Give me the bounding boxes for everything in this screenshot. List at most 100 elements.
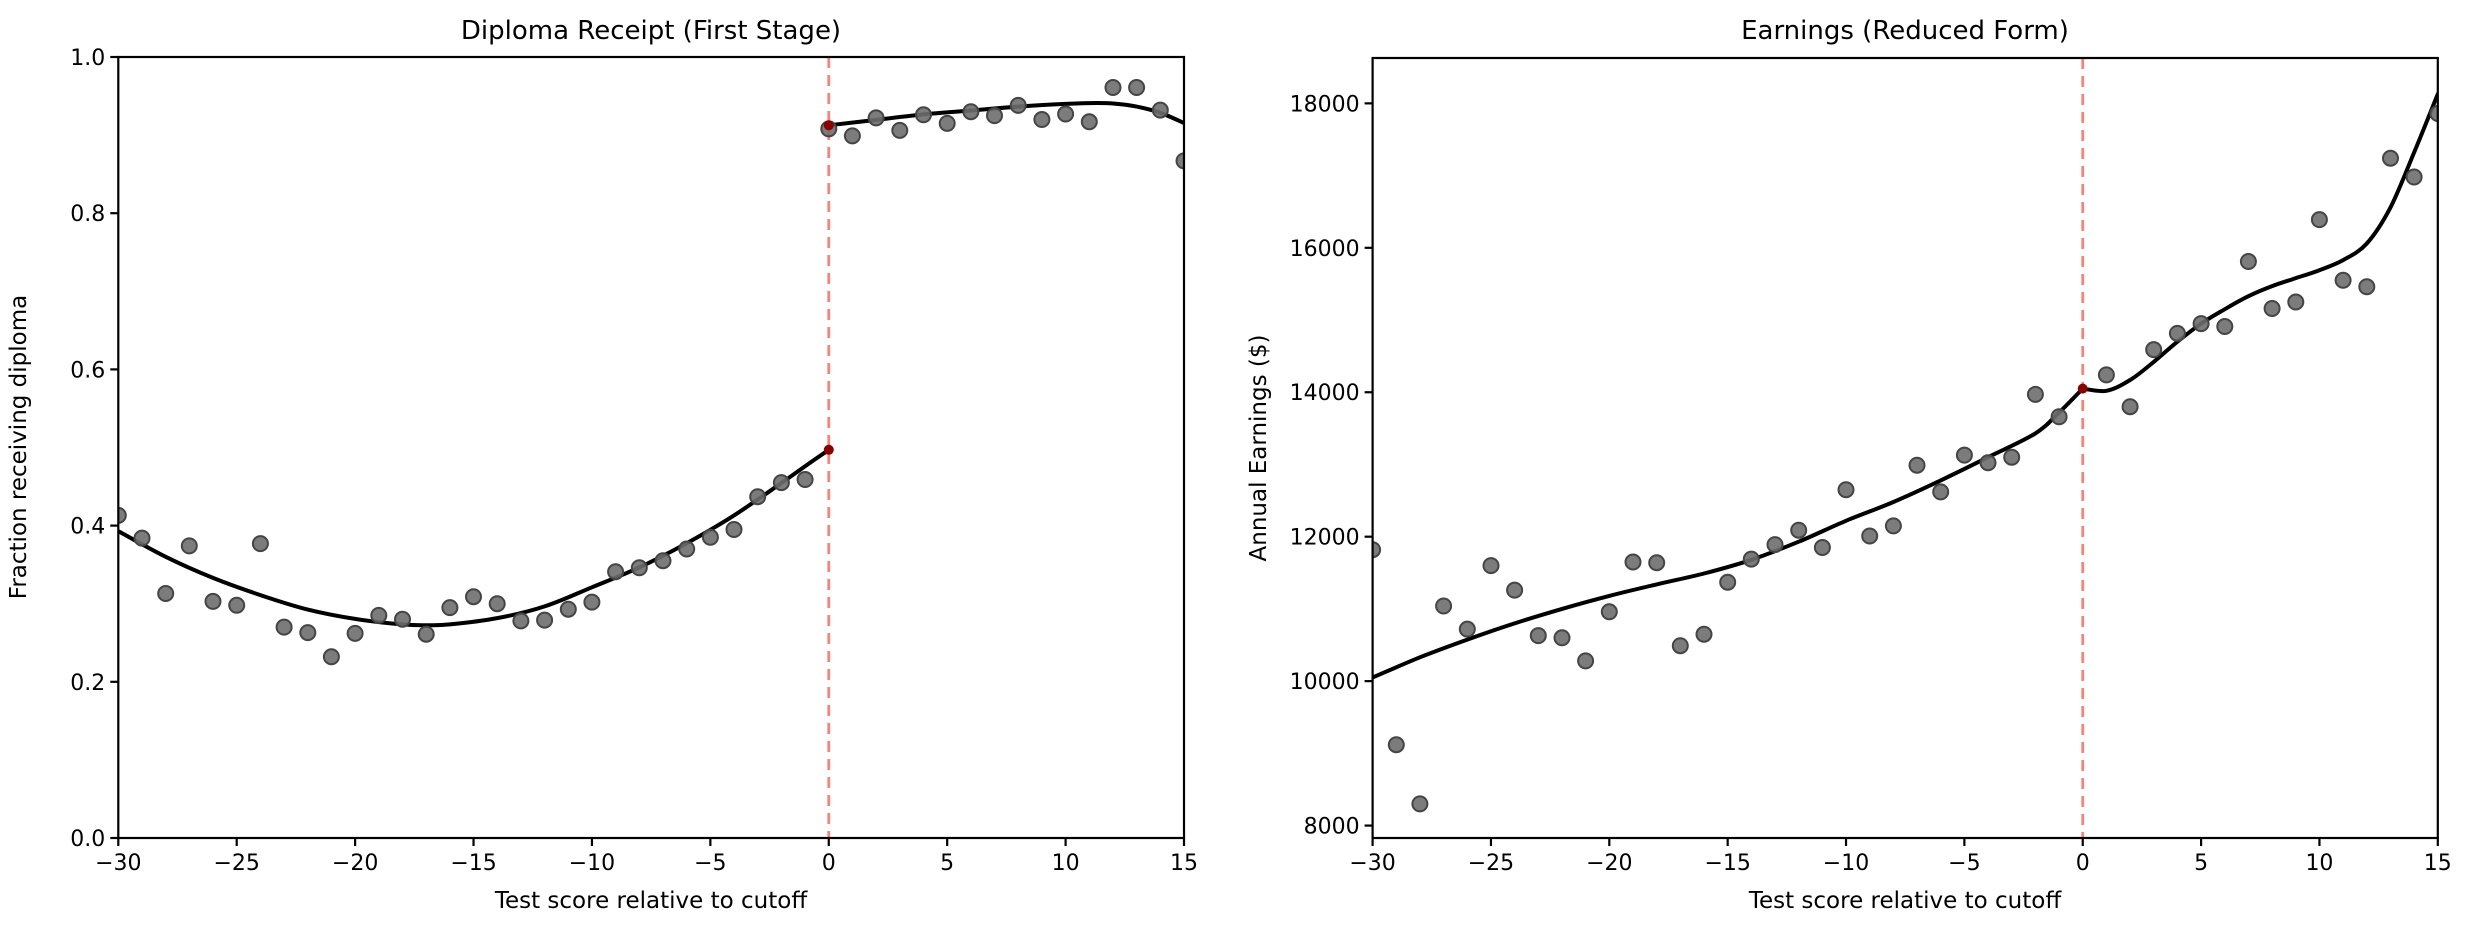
scatter-point xyxy=(2145,341,2163,359)
scatter-point xyxy=(1033,111,1051,128)
reduced-form-xlabel: Test score relative to cutoff xyxy=(1748,888,2062,914)
scatter-point xyxy=(1080,113,1098,131)
scatter-point xyxy=(299,624,317,642)
scatter-point xyxy=(322,648,340,666)
scatter-point xyxy=(1979,454,1997,472)
scatter-point xyxy=(1009,96,1027,114)
x-tick-label: 0 xyxy=(822,851,836,876)
scatter-point xyxy=(1372,541,1382,559)
scatter-point xyxy=(1955,446,1973,464)
scatter-point xyxy=(251,535,269,553)
scatter-point xyxy=(1151,101,1169,119)
scatter-point xyxy=(1128,79,1146,96)
scatter-point xyxy=(1057,105,1075,123)
scatter-point xyxy=(772,474,790,492)
x-tick-label: −25 xyxy=(213,851,259,876)
scatter-point xyxy=(938,114,956,132)
y-tick-label: 0.8 xyxy=(70,202,105,227)
x-tick-label: −20 xyxy=(1586,851,1632,876)
scatter-point xyxy=(2050,408,2068,426)
axes-spines xyxy=(117,55,1186,840)
y-tick-label: 14000 xyxy=(1290,381,1360,406)
y-tick-label: 16000 xyxy=(1290,237,1360,262)
scatter-point xyxy=(1104,79,1122,96)
scatter-point xyxy=(465,588,482,606)
fit-line-left xyxy=(118,447,831,628)
scatter-point xyxy=(370,606,388,624)
scatter-point xyxy=(157,585,175,602)
scatter-point xyxy=(701,528,719,546)
x-tick-label: −5 xyxy=(694,851,726,876)
scatter-point xyxy=(583,593,601,611)
y-tick-label: 8000 xyxy=(1304,815,1360,840)
panel-first-stage: Diploma Receipt (First Stage) Test score… xyxy=(6,16,1198,914)
scatter-point xyxy=(1175,152,1184,170)
scatter-point xyxy=(2003,448,2021,466)
scatter-point xyxy=(1435,597,1453,615)
x-tick-label: −10 xyxy=(1823,851,1869,876)
first-stage-xlabel: Test score relative to cutoff xyxy=(494,888,808,914)
scatter-point xyxy=(1387,736,1405,754)
x-tick-label: −15 xyxy=(450,851,496,876)
scatter-point xyxy=(1790,521,1808,539)
x-tick-label: 10 xyxy=(1052,851,1080,876)
y-tick-label: 1.0 xyxy=(70,46,105,71)
scatter-point xyxy=(1766,536,1784,554)
scatter-point xyxy=(1861,527,1879,545)
scatter-point xyxy=(2026,385,2044,403)
scatter-point xyxy=(630,559,648,577)
scatter-point xyxy=(133,529,151,547)
scatter-point xyxy=(678,540,696,558)
scatter-point xyxy=(1553,629,1571,647)
scatter-point xyxy=(2239,253,2257,270)
first-stage-title: Diploma Receipt (First Stage) xyxy=(461,16,841,46)
first-stage-ylabel: Fraction receiving diploma xyxy=(6,295,32,599)
scatter-point xyxy=(1719,573,1737,591)
scatter-point xyxy=(1932,483,1950,501)
scatter-point xyxy=(891,121,909,139)
x-tick-label: 10 xyxy=(2305,851,2333,876)
plot-area xyxy=(118,57,1184,838)
scatter-point xyxy=(118,506,127,524)
scatter-point xyxy=(1813,539,1831,556)
y-tick-label: 0.0 xyxy=(70,827,105,852)
scatter-point xyxy=(986,107,1003,125)
scatter-point xyxy=(1482,557,1500,575)
reduced-form-ylabel: Annual Earnings ($) xyxy=(1246,335,1272,562)
scatter-point xyxy=(654,552,672,570)
scatter-point xyxy=(867,109,885,127)
scatter-point xyxy=(512,612,530,630)
scatter-point xyxy=(1600,603,1618,621)
scatter-point xyxy=(1529,627,1547,645)
scatter-point xyxy=(2405,168,2423,186)
scatter-point xyxy=(559,600,577,618)
y-tick-label: 18000 xyxy=(1290,92,1360,117)
scatter-point xyxy=(2216,318,2234,335)
scatter-point xyxy=(2358,278,2376,296)
scatter-point xyxy=(2429,105,2438,122)
scatter-point xyxy=(2334,271,2352,289)
scatter-point xyxy=(725,521,743,538)
axes-spines xyxy=(1371,56,2439,840)
cutoff-estimate-marker xyxy=(2077,383,2088,394)
scatter-point xyxy=(1884,517,1902,535)
plot-area xyxy=(1372,58,2438,838)
scatter-point xyxy=(1837,481,1855,499)
scatter-point xyxy=(1458,620,1476,638)
x-tick-label: −5 xyxy=(1948,851,1980,876)
scatter-point xyxy=(204,592,222,610)
fit-line-right xyxy=(826,101,1184,128)
scatter-point xyxy=(2121,398,2139,416)
x-tick-label: −10 xyxy=(569,851,615,876)
y-tick-label: 10000 xyxy=(1290,670,1360,695)
scatter-point xyxy=(1671,637,1689,655)
scatter-point xyxy=(180,537,198,555)
x-tick-label: 0 xyxy=(2076,851,2090,876)
scatter-point xyxy=(417,625,435,643)
y-tick-label: 12000 xyxy=(1290,526,1360,551)
x-tick-label: −20 xyxy=(332,851,378,876)
scatter-point xyxy=(1695,625,1713,643)
scatter-point xyxy=(2310,211,2328,229)
x-tick-label: −30 xyxy=(1349,851,1395,876)
x-tick-label: −15 xyxy=(1704,851,1750,876)
